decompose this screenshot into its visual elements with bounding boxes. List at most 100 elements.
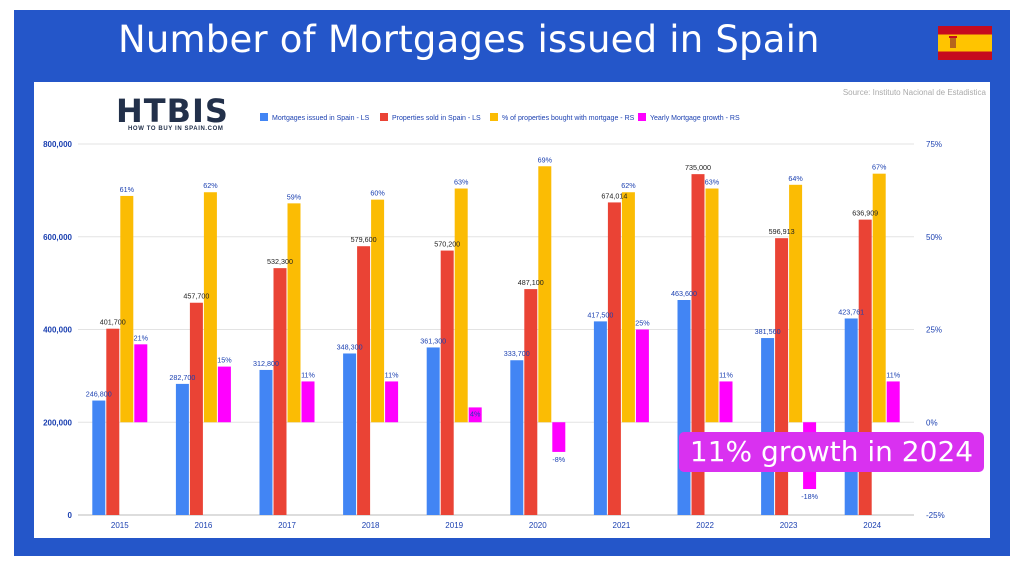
bar-2 <box>189 302 203 515</box>
legend-swatch <box>380 113 388 121</box>
chart-legend: Mortgages issued in Spain - LS Properties… <box>260 113 740 122</box>
x-axis-tick-label: 2016 <box>195 521 213 530</box>
x-axis-tick-label: 2018 <box>362 521 380 530</box>
left-axis-tick-label: 0 <box>68 511 73 520</box>
data-label: 64% <box>788 174 803 183</box>
data-label: 361,300 <box>420 336 446 345</box>
bar-1 <box>510 360 524 515</box>
right-axis-tick-label: 75% <box>926 140 942 149</box>
bar-4 <box>552 422 566 452</box>
bar-2 <box>691 174 705 516</box>
bar-3 <box>287 203 301 423</box>
data-label: 636,909 <box>852 209 878 218</box>
legend-swatch <box>260 113 268 121</box>
legend-label: Yearly Mortgage growth - RS <box>650 115 740 122</box>
bar-2 <box>524 289 538 515</box>
data-label: 312,800 <box>253 359 279 368</box>
legend-swatch <box>490 113 498 121</box>
data-label: 487,100 <box>518 278 544 287</box>
data-label: 417,500 <box>587 310 613 319</box>
bar-4 <box>719 381 733 423</box>
logo-subtext: HOW TO BUY IN SPAIN.COM <box>128 126 224 132</box>
bar-4 <box>134 344 148 423</box>
x-axis-tick-label: 2022 <box>696 521 714 530</box>
bar-3 <box>789 184 803 423</box>
data-label: 63% <box>705 178 720 187</box>
data-label: 11% <box>385 370 399 379</box>
bar-1 <box>761 338 775 515</box>
data-label: 570,200 <box>434 240 460 249</box>
left-axis-tick-label: 400,000 <box>43 326 72 335</box>
data-label: 381,560 <box>755 327 781 336</box>
right-axis-tick-label: -25% <box>926 511 945 520</box>
mortgage-chart: 246,800 401,700 61% 21% 282,700 457,700 62% 15%… <box>43 113 945 530</box>
data-label: 333,700 <box>504 349 530 358</box>
bar-4 <box>886 381 900 423</box>
data-label: 11% <box>719 370 733 379</box>
bar-1 <box>259 369 273 515</box>
bar-3 <box>371 199 385 423</box>
data-label: 60% <box>370 189 385 198</box>
bar-4 <box>385 381 399 423</box>
bar-4 <box>217 366 231 423</box>
legend-label: Properties sold in Spain - LS <box>392 115 481 122</box>
right-axis-tick-label: 50% <box>926 233 942 242</box>
x-axis-tick-label: 2023 <box>780 521 798 530</box>
data-label: -18% <box>801 492 818 501</box>
chart-grid <box>78 143 914 516</box>
legend-label: % of properties bought with mortgage - R… <box>502 115 635 122</box>
bar-3 <box>538 166 552 423</box>
data-label: 11% <box>886 370 900 379</box>
bar-2 <box>607 202 621 515</box>
bar-3 <box>454 188 468 423</box>
x-axis-tick-label: 2017 <box>278 521 296 530</box>
legend-swatch <box>638 113 646 121</box>
data-label: 69% <box>538 155 553 164</box>
bar-2 <box>440 250 454 515</box>
data-label: 423,761 <box>838 307 864 316</box>
bar-3 <box>203 192 217 423</box>
data-label: 62% <box>203 181 218 190</box>
data-label: 457,700 <box>183 292 209 301</box>
x-axis-tick-label: 2015 <box>111 521 129 530</box>
data-label: 282,700 <box>169 373 195 382</box>
bar-1 <box>92 400 106 515</box>
data-label: 62% <box>621 181 636 190</box>
chart-data-labels: 246,800 401,700 61% 21% 282,700 457,700 62% 15%… <box>86 155 901 501</box>
spain-flag-icon <box>938 26 992 60</box>
bar-1 <box>593 321 607 515</box>
data-label: 63% <box>454 178 469 187</box>
x-axis-tick-label: 2020 <box>529 521 547 530</box>
data-label: 15% <box>217 356 232 365</box>
bar-1 <box>426 347 440 515</box>
data-label: 67% <box>872 163 887 172</box>
data-label: 348,300 <box>337 342 363 351</box>
left-axis-tick-label: 200,000 <box>43 418 72 427</box>
chart-axes: 0 200,000 400,000 600,000 800,000 -25% 0% 25% 50… <box>43 140 945 530</box>
bar-3 <box>705 188 719 423</box>
page-title: Number of Mortgages issued in Spain <box>118 18 820 61</box>
logo: HTBIS <box>116 92 229 130</box>
bar-4 <box>301 381 315 423</box>
x-axis-tick-label: 2021 <box>613 521 631 530</box>
left-axis-tick-label: 800,000 <box>43 140 72 149</box>
bar-1 <box>175 383 189 515</box>
bar-3 <box>621 192 635 423</box>
data-label: 11% <box>301 370 315 379</box>
growth-callout: 11% growth in 2024 <box>679 432 984 472</box>
data-label: 674,014 <box>601 191 627 200</box>
bar-3 <box>872 173 886 423</box>
data-label: 59% <box>287 192 302 201</box>
right-axis-tick-label: 0% <box>926 418 938 427</box>
legend-label: Mortgages issued in Spain - LS <box>272 115 370 122</box>
data-label: 463,600 <box>671 289 697 298</box>
left-axis-tick-label: 600,000 <box>43 233 72 242</box>
bar-1 <box>343 353 357 515</box>
bar-1 <box>844 318 858 515</box>
bar-4 <box>468 407 482 423</box>
right-axis-tick-label: 25% <box>926 326 942 335</box>
data-label: 579,600 <box>351 235 377 244</box>
data-label: 401,700 <box>100 318 126 327</box>
x-axis-tick-label: 2024 <box>863 521 881 530</box>
data-label: 596,913 <box>769 227 795 236</box>
